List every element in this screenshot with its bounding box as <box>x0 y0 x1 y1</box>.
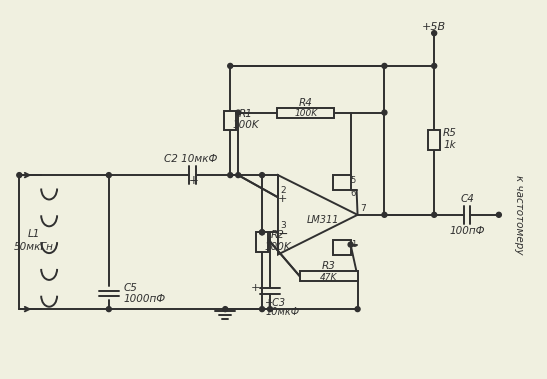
Circle shape <box>382 63 387 68</box>
Circle shape <box>348 242 353 247</box>
Text: 5: 5 <box>351 175 356 185</box>
Text: 4: 4 <box>336 240 341 249</box>
Bar <box>333 240 351 255</box>
Circle shape <box>260 230 265 235</box>
Text: +: + <box>189 174 199 186</box>
Text: 3: 3 <box>280 221 286 230</box>
Text: +: + <box>278 194 288 204</box>
Bar <box>224 111 236 130</box>
Bar <box>428 130 440 150</box>
Circle shape <box>223 307 228 312</box>
Bar <box>277 108 334 117</box>
Text: LM311: LM311 <box>306 215 339 225</box>
Text: 1000пФ: 1000пФ <box>124 294 166 304</box>
Text: R1: R1 <box>239 108 253 119</box>
Text: 50мкГн: 50мкГн <box>14 242 54 252</box>
Bar <box>300 271 358 281</box>
Text: L1: L1 <box>28 229 40 239</box>
Text: 2: 2 <box>280 186 286 195</box>
Text: 100K: 100K <box>265 242 292 252</box>
Text: 100K: 100K <box>294 109 317 118</box>
Circle shape <box>236 172 241 178</box>
Text: C4: C4 <box>460 194 474 204</box>
Circle shape <box>228 63 232 68</box>
Circle shape <box>106 172 112 178</box>
Text: 1k: 1k <box>444 140 456 150</box>
Text: 8: 8 <box>336 175 341 185</box>
Circle shape <box>236 110 241 115</box>
Text: 47K: 47K <box>320 273 337 282</box>
Circle shape <box>496 212 502 217</box>
Text: R5: R5 <box>443 128 457 138</box>
Circle shape <box>260 230 265 235</box>
Text: 7: 7 <box>360 204 366 213</box>
Text: −: − <box>278 228 288 241</box>
Circle shape <box>228 172 232 178</box>
Circle shape <box>106 307 112 312</box>
Circle shape <box>382 212 387 217</box>
Circle shape <box>17 172 22 178</box>
Text: +C3: +C3 <box>265 298 286 308</box>
Bar <box>256 232 268 252</box>
Text: 1: 1 <box>351 240 356 249</box>
Text: R3: R3 <box>322 262 336 271</box>
Circle shape <box>432 31 437 36</box>
Circle shape <box>260 307 265 312</box>
Text: C2 10мкФ: C2 10мкФ <box>164 154 217 164</box>
Text: R2: R2 <box>271 230 285 240</box>
Text: +5В: +5В <box>422 22 446 32</box>
Circle shape <box>355 307 360 312</box>
Text: R4: R4 <box>299 98 313 108</box>
Circle shape <box>382 110 387 115</box>
Circle shape <box>432 212 437 217</box>
Bar <box>333 175 351 190</box>
Circle shape <box>432 63 437 68</box>
Text: +: + <box>251 283 260 293</box>
Text: 100K: 100K <box>233 121 259 130</box>
Text: к частотомеру: к частотомеру <box>514 175 523 255</box>
Text: C5: C5 <box>124 283 138 293</box>
Text: 6: 6 <box>351 190 356 199</box>
Text: 100пФ: 100пФ <box>449 226 485 236</box>
Text: 10мкФ: 10мкФ <box>265 307 299 317</box>
Circle shape <box>260 172 265 178</box>
Circle shape <box>267 307 272 312</box>
